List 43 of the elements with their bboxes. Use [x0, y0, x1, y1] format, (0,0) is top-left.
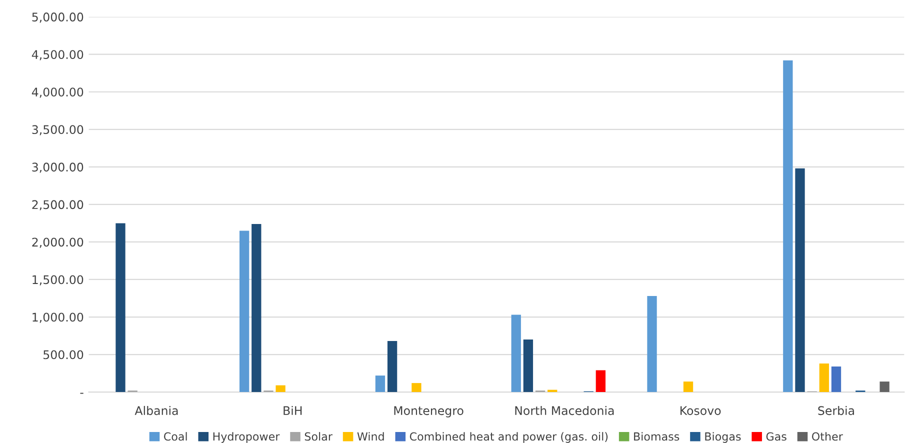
y-tick-label: 1,500.00: [32, 275, 84, 286]
y-tick-label: 2,500.00: [32, 200, 84, 210]
legend-label: Solar: [304, 432, 332, 441]
bar: [239, 230, 250, 392]
x-tick-label: North Macedonia: [515, 406, 614, 416]
legend-label: Gas: [766, 432, 786, 441]
y-tick-label: 3,500.00: [32, 125, 84, 136]
x-tick-label: Albania: [134, 406, 178, 416]
x-tick-label: Kosovo: [680, 406, 721, 416]
bar: [276, 385, 286, 392]
bar: [511, 314, 521, 392]
legend-label: Biomass: [634, 432, 680, 441]
bar: [647, 296, 657, 392]
legend-label: Combined heat and power (gas. oil): [410, 432, 608, 443]
legend-label: Coal: [164, 432, 187, 441]
bar: [596, 370, 606, 392]
bar: [412, 383, 422, 392]
bar: [116, 223, 126, 392]
bar: [819, 364, 829, 392]
x-tick-label: Serbia: [818, 406, 854, 416]
y-tick-label: 4,500.00: [32, 50, 84, 60]
bar: [795, 168, 805, 392]
bar: [375, 376, 386, 392]
y-tick-label: 500.00: [44, 350, 84, 360]
x-tick-label: BiH: [284, 406, 302, 415]
bar: [252, 224, 262, 392]
bar: [783, 60, 793, 392]
y-tick-label: 2,000.00: [32, 238, 84, 248]
bar: [880, 382, 890, 392]
bar: [523, 340, 534, 392]
bar: [683, 382, 694, 392]
y-tick-label: 3,000.00: [32, 162, 84, 173]
legend-label: Other: [812, 432, 843, 441]
y-tick-label: -: [80, 392, 84, 394]
y-tick-label: 4,000.00: [32, 88, 84, 98]
legend-label: Hydropower: [213, 432, 280, 443]
bar: [387, 341, 398, 392]
y-tick-label: 1,000.00: [32, 312, 84, 323]
x-tick-label: Montenegro: [394, 406, 464, 418]
bar: [831, 366, 842, 392]
y-tick-label: 5,000.00: [32, 12, 84, 23]
legend-label: Biogas: [705, 432, 741, 443]
legend-label: Wind: [357, 432, 384, 441]
